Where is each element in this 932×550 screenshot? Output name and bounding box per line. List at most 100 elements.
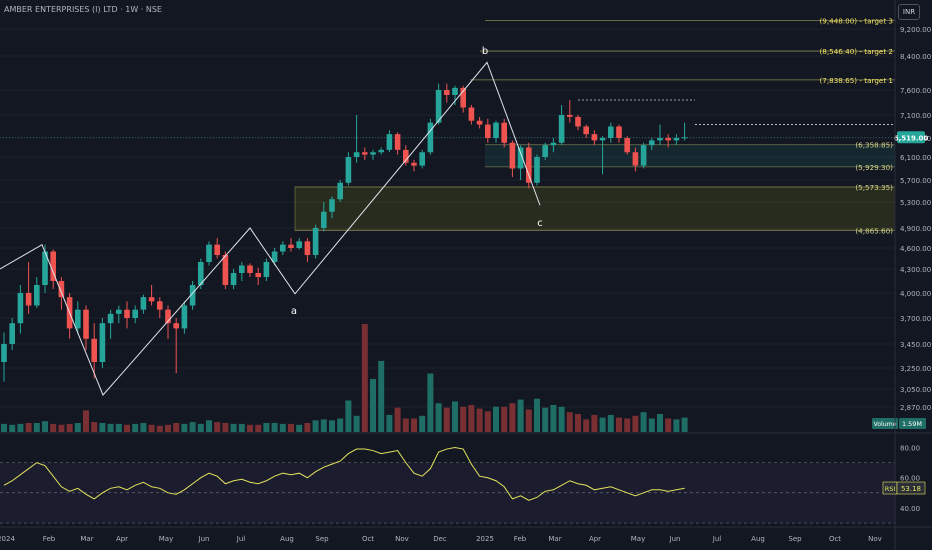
candle-body (255, 273, 261, 277)
candle-body (288, 244, 294, 248)
candle-body (542, 145, 548, 157)
currency-button[interactable]: INR (898, 4, 920, 20)
volume-bar (443, 407, 450, 432)
volume-bar (33, 423, 40, 432)
volume-bar (197, 423, 204, 432)
consolidation-zone (485, 144, 895, 167)
candle-body (91, 338, 97, 362)
volume-bar (632, 415, 639, 432)
volume-bar (329, 420, 335, 432)
volume-bar (255, 424, 262, 432)
price-tick-label: 7,600.00 (900, 87, 931, 95)
price-tick-label: 3,050.00 (900, 386, 931, 394)
candle-body (345, 157, 352, 183)
volume-bar (238, 423, 245, 432)
volume-bar (411, 418, 417, 432)
candle-body (124, 309, 130, 318)
candle-body (517, 147, 524, 169)
candle-body (550, 142, 557, 146)
candle-body (558, 115, 565, 143)
volume-bar (419, 415, 426, 432)
volume-bar (550, 405, 557, 432)
volume-bar (361, 324, 368, 432)
rsi-tick-label: 40.00 (900, 505, 920, 513)
volume-bar (156, 425, 163, 432)
volume-bar (304, 423, 311, 432)
candle-body (435, 90, 442, 123)
volume-bar (673, 419, 680, 432)
volume-bar (575, 414, 581, 432)
time-tick-label: May (631, 535, 645, 543)
candle-body (509, 142, 516, 169)
candle-body (485, 124, 491, 138)
candle-body (148, 297, 155, 302)
volume-bar (402, 418, 409, 432)
volume-bar (222, 423, 229, 432)
volume-bar (42, 421, 48, 432)
candle-body (9, 323, 15, 344)
price-tick-label: 4,900.00 (900, 225, 931, 233)
volume-bar (583, 419, 590, 432)
candle-body (198, 262, 204, 285)
volume-bar (132, 423, 139, 432)
volume-bar (107, 423, 114, 432)
volume-bar (66, 423, 73, 432)
time-tick-label: Nov (868, 535, 882, 543)
last-price-badge (897, 131, 925, 144)
price-tick-label: 5,700.00 (900, 177, 931, 185)
price-tick-label: 7,100.00 (900, 112, 931, 120)
volume-bar (230, 423, 237, 432)
last-price-label: 6,519.00 (894, 134, 929, 142)
wave-line (0, 61, 541, 396)
time-tick-label: Aug (280, 535, 294, 543)
candle-body (165, 309, 171, 324)
candle-body (50, 251, 56, 281)
candle-body (107, 313, 114, 324)
candle-body (501, 122, 507, 143)
candle-body (452, 87, 458, 95)
time-tick-label: Apr (589, 535, 601, 543)
candle-body (632, 152, 639, 166)
candle-body (271, 251, 278, 262)
price-tick-label: 2,870.00 (900, 404, 931, 412)
time-tick-label: Apr (116, 535, 128, 543)
volume-bar (468, 405, 475, 432)
candle-body (362, 152, 368, 155)
candle-body (58, 281, 65, 298)
volume-bar (83, 410, 89, 432)
price-tick-label: 3,250.00 (900, 365, 931, 373)
volume-bar (165, 424, 171, 432)
volume-bar (74, 423, 81, 432)
candle-body (206, 244, 212, 262)
volume-bar (181, 423, 188, 432)
candle-body (140, 297, 147, 310)
candle-body (116, 309, 122, 314)
time-tick-label: May (159, 535, 173, 543)
volume-bar (525, 409, 532, 432)
volume-bar (460, 406, 467, 432)
candle-body (1, 344, 7, 362)
candle-body (493, 122, 499, 138)
time-tick-label: Feb (43, 535, 56, 543)
volume-bar (247, 424, 253, 432)
candle-body (263, 262, 270, 277)
candle-body (247, 265, 253, 273)
time-tick-label: Dec (433, 535, 447, 543)
time-tick-label: Feb (514, 535, 527, 543)
volume-bar (566, 412, 573, 432)
volume-bar (91, 422, 98, 432)
time-tick-label: 2025 (476, 535, 494, 543)
candle-body (665, 138, 671, 141)
level-label: (7,838.65) - target 1 (820, 76, 894, 85)
volume-bar (599, 417, 606, 432)
candle-body (534, 157, 540, 183)
candle-body (526, 147, 532, 183)
candle-body (353, 152, 360, 157)
candle-body (567, 115, 573, 117)
volume-bar (17, 423, 24, 432)
candle-body (460, 87, 466, 108)
candle-body (476, 120, 483, 125)
wave-label: c (537, 218, 543, 229)
candle-body (673, 138, 680, 141)
